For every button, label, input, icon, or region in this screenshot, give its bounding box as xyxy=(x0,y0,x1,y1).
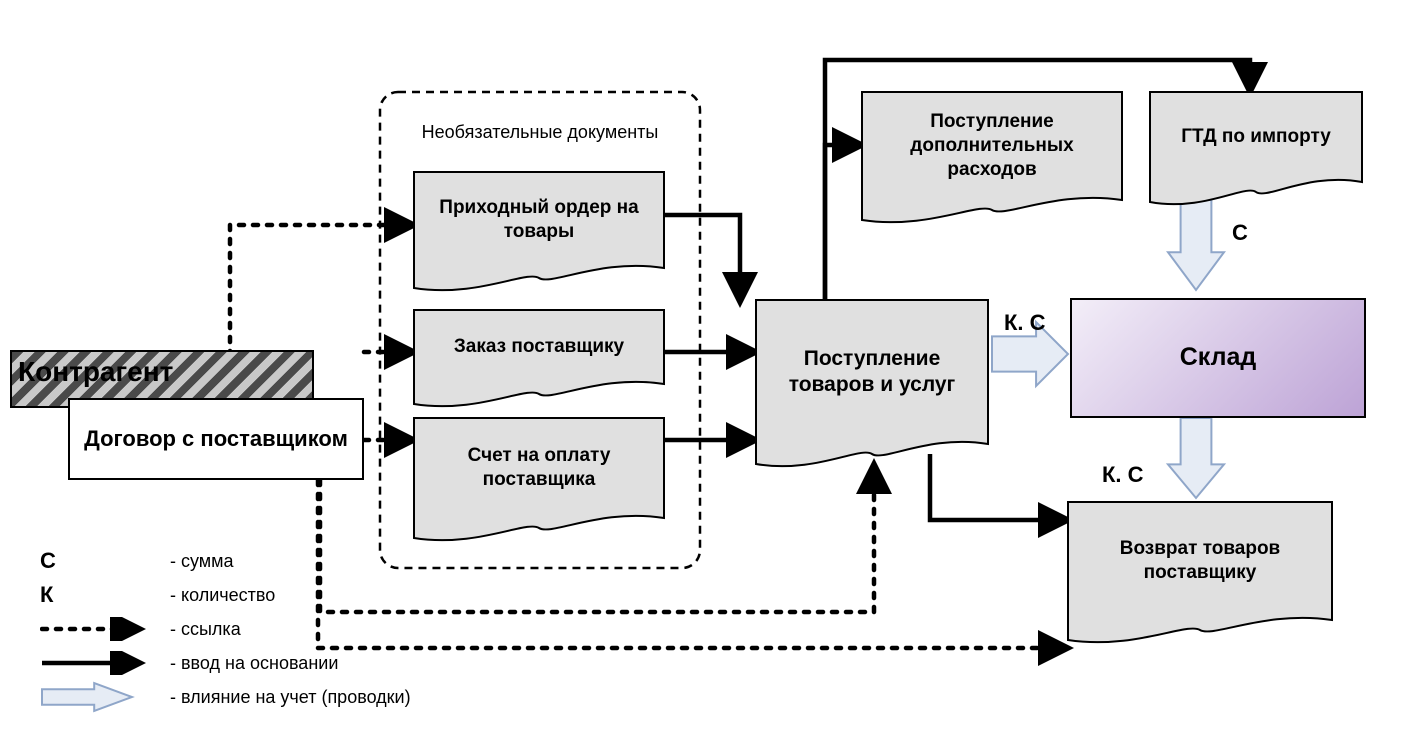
edge-label-0: С xyxy=(1232,220,1248,246)
block-arrow-gtd-to-sklad xyxy=(1168,200,1224,290)
legend-row-2: - ссылка xyxy=(40,612,241,646)
node-postup: Поступление товаров и услуг xyxy=(756,300,988,444)
node-vozvrat: Возврат товаров поставщику xyxy=(1068,502,1332,620)
legend-symbol-0: С xyxy=(40,544,160,578)
edge-label-2: К. С xyxy=(1102,462,1144,488)
node-doprashod: Поступление дополнительных расходов xyxy=(862,92,1122,200)
node-sklad: Склад xyxy=(1070,298,1366,418)
legend-label-4: - влияние на учет (проводки) xyxy=(170,687,411,708)
legend-label-1: - количество xyxy=(170,585,275,606)
legend-label-0: - сумма xyxy=(170,551,234,572)
legend-row-4: - влияние на учет (проводки) xyxy=(40,680,411,714)
frame-label: Необязательные документы xyxy=(390,106,690,158)
legend-symbol-1: К xyxy=(40,578,160,612)
edge-postup-doprashod xyxy=(825,145,862,300)
node-prihod: Приходный ордер на товары xyxy=(414,172,664,268)
legend-symbol-3 xyxy=(40,646,160,680)
legend-row-0: С - сумма xyxy=(40,544,234,578)
node-schet: Счет на оплату поставщика xyxy=(414,418,664,518)
node-kontragent-label: Контрагент xyxy=(18,356,173,388)
legend-label-2: - ссылка xyxy=(170,619,241,640)
block-arrow-sklad-to-vozvrat xyxy=(1168,418,1224,498)
legend-symbol-4 xyxy=(40,680,160,714)
legend-row-1: К - количество xyxy=(40,578,275,612)
node-gtd: ГТД по импорту xyxy=(1150,92,1362,182)
legend-symbol-2 xyxy=(40,612,160,646)
edge-postup-vozvrat xyxy=(930,454,1068,520)
flowchart-stage: Контрагент Договор с поставщиком Необязате… xyxy=(0,0,1408,746)
node-zakaz: Заказ поставщику xyxy=(414,310,664,384)
legend-row-3: - ввод на основании xyxy=(40,646,338,680)
legend-label-3: - ввод на основании xyxy=(170,653,338,674)
edge-label-1: К. С xyxy=(1004,310,1046,336)
edge-prihod-postup xyxy=(664,215,740,302)
node-dogovor: Договор с поставщиком xyxy=(68,398,364,480)
